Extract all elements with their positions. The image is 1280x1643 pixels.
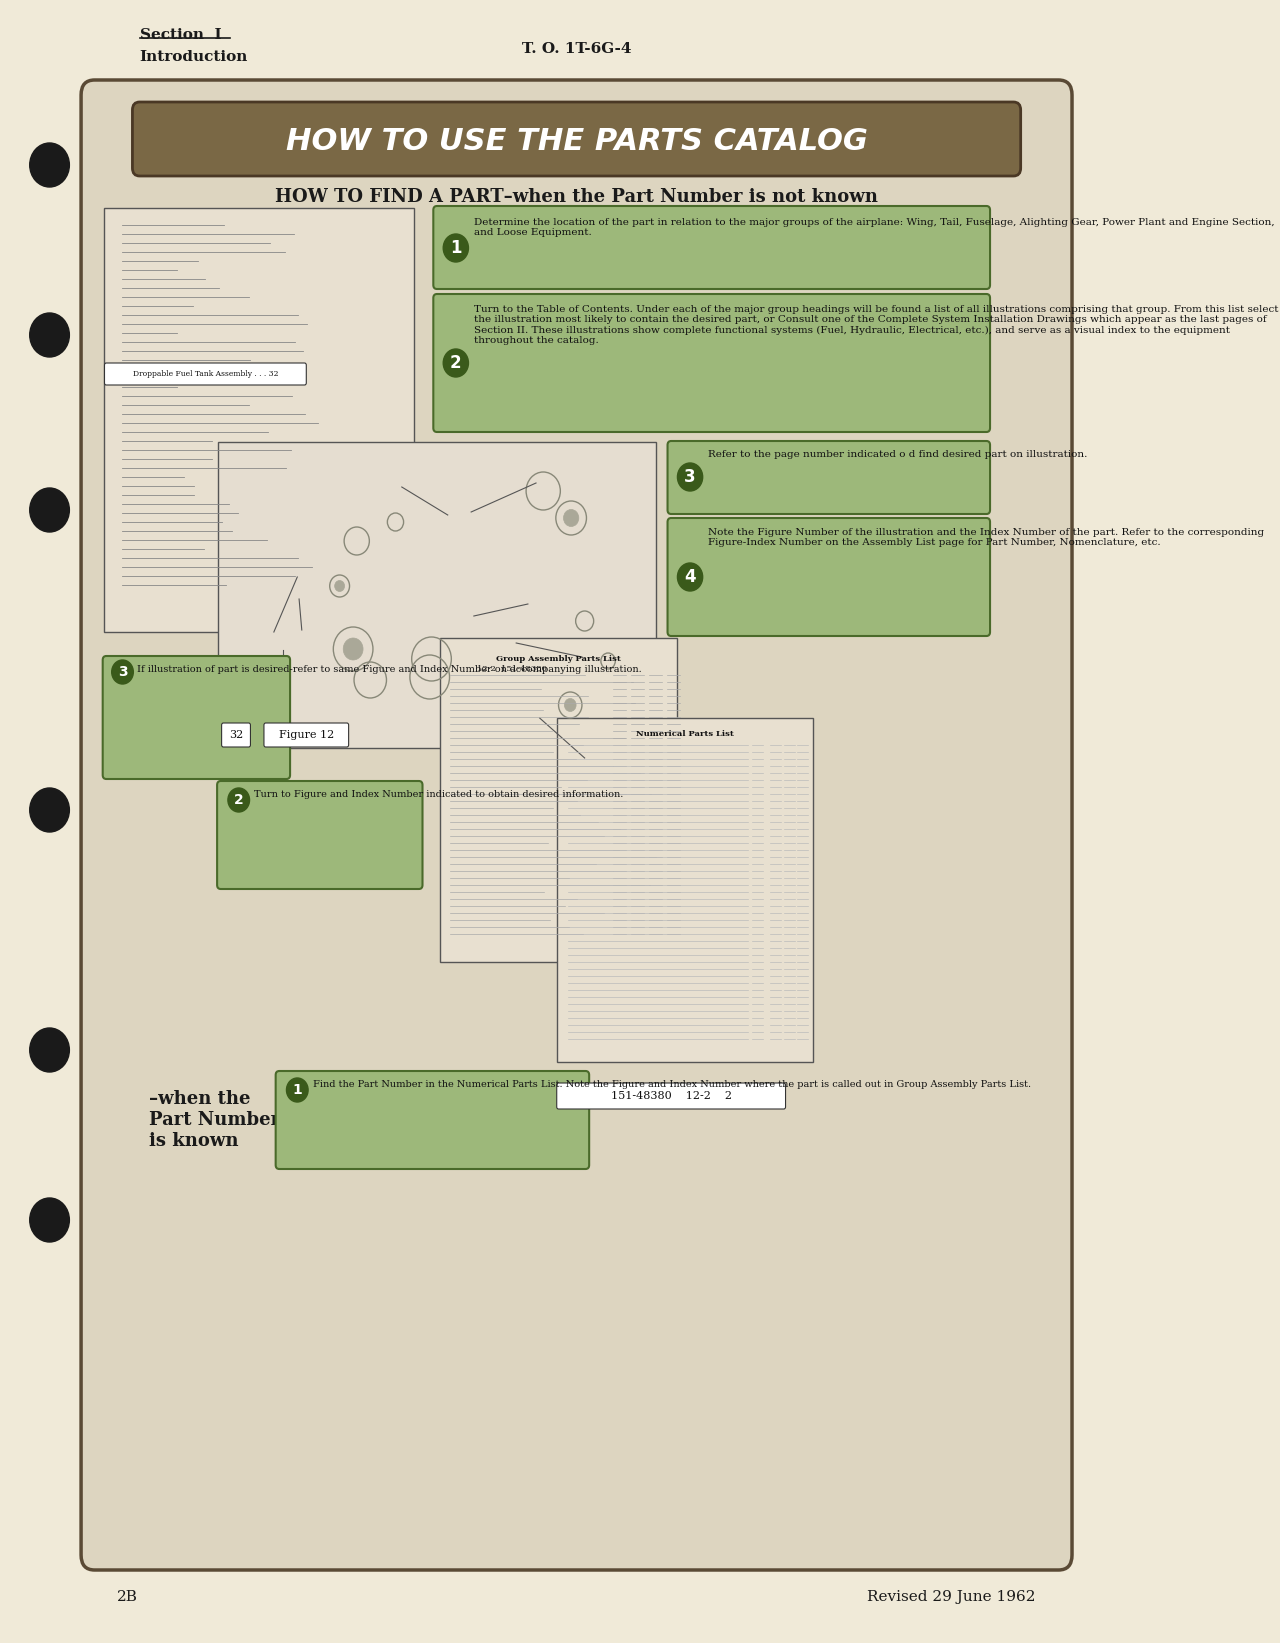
Text: Figure 12: Figure 12 xyxy=(279,729,334,739)
FancyBboxPatch shape xyxy=(218,442,655,748)
FancyBboxPatch shape xyxy=(0,0,1153,1643)
Circle shape xyxy=(677,564,703,591)
FancyBboxPatch shape xyxy=(218,780,422,889)
Text: 3: 3 xyxy=(118,665,127,679)
FancyBboxPatch shape xyxy=(439,637,677,963)
FancyBboxPatch shape xyxy=(434,205,989,289)
Text: –when the
Part Number
is known: –when the Part Number is known xyxy=(148,1089,280,1150)
Text: 2B: 2B xyxy=(116,1590,138,1604)
Circle shape xyxy=(334,580,344,591)
Text: Turn to Figure and Index Number indicated to obtain desired information.: Turn to Figure and Index Number indicate… xyxy=(253,790,623,798)
FancyBboxPatch shape xyxy=(434,294,989,432)
Circle shape xyxy=(443,348,468,376)
Circle shape xyxy=(29,488,69,532)
FancyBboxPatch shape xyxy=(668,440,989,514)
Text: Turn to the Table of Contents. Under each of the major group headings will be fo: Turn to the Table of Contents. Under eac… xyxy=(474,306,1279,345)
FancyBboxPatch shape xyxy=(102,656,291,779)
Text: 151-48380    12-2    2: 151-48380 12-2 2 xyxy=(611,1091,732,1101)
Text: Refer to the page number indicated o d find desired part on illustration.: Refer to the page number indicated o d f… xyxy=(708,450,1088,458)
FancyBboxPatch shape xyxy=(81,81,1073,1571)
FancyBboxPatch shape xyxy=(264,723,348,748)
Text: Determine the location of the part in relation to the major groups of the airpla: Determine the location of the part in re… xyxy=(474,219,1275,237)
Text: HOW TO USE THE PARTS CATALOG: HOW TO USE THE PARTS CATALOG xyxy=(285,128,868,156)
Circle shape xyxy=(287,1078,308,1102)
Circle shape xyxy=(563,509,579,526)
Circle shape xyxy=(228,789,250,812)
FancyBboxPatch shape xyxy=(275,1071,589,1170)
Text: HOW TO FIND A PART–when the Part Number is not known: HOW TO FIND A PART–when the Part Number … xyxy=(275,187,878,205)
FancyBboxPatch shape xyxy=(132,102,1020,176)
Circle shape xyxy=(29,143,69,187)
FancyBboxPatch shape xyxy=(105,363,306,384)
Text: 4: 4 xyxy=(685,568,696,587)
Circle shape xyxy=(443,233,468,261)
Text: Find the Part Number in the Numerical Parts List. Note the Figure and Index Numb: Find the Part Number in the Numerical Pa… xyxy=(314,1079,1032,1089)
Circle shape xyxy=(29,1198,69,1242)
Text: Introduction: Introduction xyxy=(140,49,248,64)
Text: 3: 3 xyxy=(685,468,696,486)
Circle shape xyxy=(677,463,703,491)
FancyBboxPatch shape xyxy=(105,209,415,633)
Text: 12-2  151-48380: 12-2 151-48380 xyxy=(477,665,548,674)
Text: Droppable Fuel Tank Assembly . . . 32: Droppable Fuel Tank Assembly . . . 32 xyxy=(133,370,278,378)
Text: 2: 2 xyxy=(451,353,462,371)
Text: Note the Figure Number of the illustration and the Index Number of the part. Ref: Note the Figure Number of the illustrati… xyxy=(708,527,1265,547)
FancyBboxPatch shape xyxy=(557,718,813,1061)
Circle shape xyxy=(564,698,576,711)
Text: If illustration of part is desired-refer to same Figure and Index Number on acco: If illustration of part is desired-refer… xyxy=(137,665,641,674)
Text: Revised 29 June 1962: Revised 29 June 1962 xyxy=(868,1590,1036,1604)
FancyBboxPatch shape xyxy=(668,518,989,636)
Text: 2: 2 xyxy=(234,794,243,807)
Text: 1: 1 xyxy=(292,1083,302,1098)
Text: T. O. 1T-6G-4: T. O. 1T-6G-4 xyxy=(522,43,631,56)
Text: Group Assembly Parts List: Group Assembly Parts List xyxy=(497,656,621,664)
Circle shape xyxy=(111,660,133,683)
FancyBboxPatch shape xyxy=(221,723,251,748)
Circle shape xyxy=(29,789,69,831)
FancyBboxPatch shape xyxy=(557,1083,786,1109)
Text: 1: 1 xyxy=(451,238,462,256)
Text: 32: 32 xyxy=(229,729,243,739)
Text: Numerical Parts List: Numerical Parts List xyxy=(636,729,733,738)
Circle shape xyxy=(29,1029,69,1071)
Text: Section  I: Section I xyxy=(140,28,221,43)
Circle shape xyxy=(29,314,69,357)
Circle shape xyxy=(343,637,364,660)
